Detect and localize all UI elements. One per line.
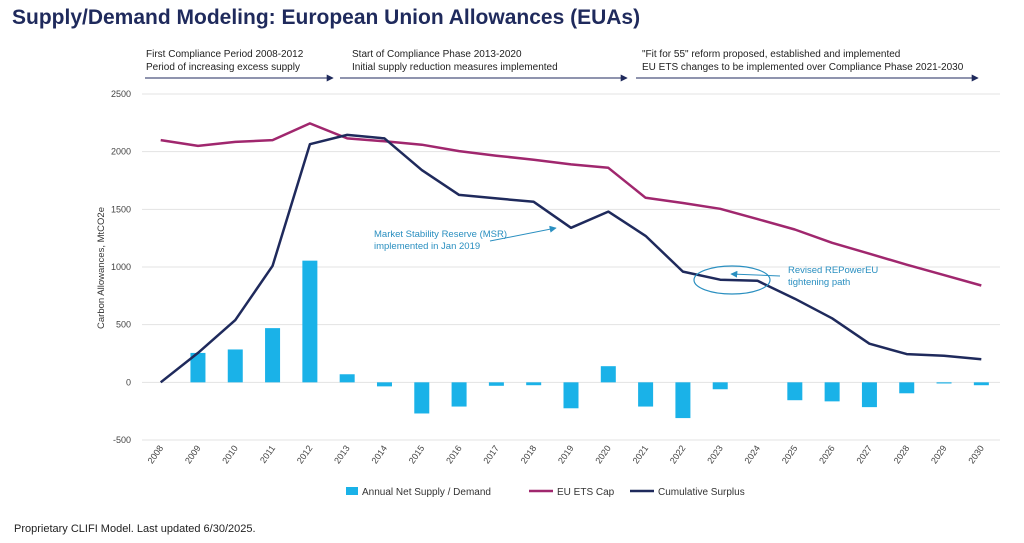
x-tick-label: 2024 [742, 443, 762, 465]
line-cumulative-surplus [159, 133, 982, 384]
bar-2012 [302, 260, 318, 383]
bar-2022 [675, 382, 691, 419]
phase-label-2: Start of Compliance Phase 2013-2020 Init… [352, 48, 558, 74]
bar-2028 [899, 382, 915, 394]
phase-label-2-line2: Initial supply reduction measures implem… [352, 62, 558, 73]
bar-2023 [712, 382, 728, 390]
bar-2015 [414, 382, 430, 414]
bar-2011 [265, 328, 281, 383]
annotation-repowereu-ellipse [693, 265, 771, 295]
bar-2029 [936, 382, 952, 384]
x-tick-label: 2015 [407, 443, 427, 465]
x-tick-label: 2013 [332, 443, 352, 465]
bar-2019 [563, 382, 579, 409]
phase-label-3-line1: "Fit for 55" reform proposed, establishe… [642, 49, 901, 60]
x-tick-label: 2025 [780, 443, 800, 465]
y-tick-label: 0 [126, 377, 131, 387]
x-tick-label: 2010 [220, 443, 240, 465]
annotation-msr-arrow [489, 225, 557, 242]
x-tick-label: 2023 [705, 443, 725, 465]
line-eu-ets-cap [160, 122, 982, 287]
phase-label-1-line2: Period of increasing excess supply [146, 62, 300, 73]
x-tick-label: 2014 [369, 443, 389, 465]
bar-2030 [973, 382, 989, 386]
legend-label-bars: Annual Net Supply / Demand [362, 487, 491, 498]
x-tick-label: 2009 [183, 443, 203, 465]
bar-2014 [376, 382, 392, 387]
annotation-repowereu-line1: Revised REPowerEU [788, 265, 878, 276]
bar-2010 [227, 349, 243, 383]
legend-label-cap: EU ETS Cap [557, 487, 615, 498]
annotation-repowereu-arrow [730, 270, 781, 278]
x-tick-label: 2020 [593, 443, 613, 465]
phase-label-1-line1: First Compliance Period 2008-2012 [146, 49, 304, 60]
y-tick-label: -500 [113, 435, 131, 445]
bar-2018 [526, 382, 542, 386]
annotation-msr-line2: implemented in Jan 2019 [374, 241, 480, 252]
bar-2027 [861, 382, 877, 408]
bar-2021 [638, 382, 654, 407]
annotation-repowereu-line2: tightening path [788, 277, 850, 288]
bar-2025 [787, 382, 803, 401]
footer-note: Proprietary CLIFI Model. Last updated 6/… [14, 523, 256, 535]
bar-2026 [824, 382, 840, 402]
x-tick-label: 2030 [966, 443, 986, 465]
phase-label-3: "Fit for 55" reform proposed, establishe… [642, 48, 963, 74]
bar-2020 [600, 366, 616, 383]
page-title: Supply/Demand Modeling: European Union A… [12, 6, 641, 29]
x-tick-label: 2018 [519, 443, 539, 465]
x-tick-label: 2021 [631, 443, 651, 465]
legend: Annual Net Supply / Demand EU ETS Cap Cu… [346, 487, 745, 498]
x-tick-label: 2008 [146, 443, 166, 465]
x-tick-label: 2027 [854, 443, 874, 465]
phase-label-3-line2: EU ETS changes to be implemented over Co… [642, 62, 964, 73]
x-tick-label: 2019 [556, 443, 576, 465]
y-tick-label: 1500 [111, 204, 131, 214]
x-tick-label: 2011 [258, 443, 277, 465]
y-axis-label: Carbon Allowances, MtCO2e [96, 207, 107, 329]
y-tick-label: 2000 [111, 147, 131, 157]
y-tick-label: 500 [116, 320, 131, 330]
bar-2017 [488, 382, 504, 386]
phase-label-1: First Compliance Period 2008-2012 Period… [146, 48, 303, 74]
x-tick-label: 2026 [817, 443, 837, 465]
y-tick-label: 1000 [111, 262, 131, 272]
legend-swatch-bars [346, 487, 358, 495]
x-tick-label: 2022 [668, 443, 688, 465]
x-tick-label: 2028 [892, 443, 912, 465]
x-tick-label: 2029 [929, 443, 949, 465]
y-tick-label: 2500 [111, 89, 131, 99]
annotation-msr-line1: Market Stability Reserve (MSR) [374, 229, 507, 240]
bar-2013 [339, 374, 355, 383]
phase-label-2-line1: Start of Compliance Phase 2013-2020 [352, 49, 522, 60]
x-tick-label: 2017 [481, 443, 501, 465]
bar-2016 [451, 382, 467, 407]
x-tick-label: 2016 [444, 443, 464, 465]
x-tick-label: 2012 [295, 443, 315, 465]
legend-label-surplus: Cumulative Surplus [658, 487, 745, 498]
bar-2009 [190, 352, 206, 383]
